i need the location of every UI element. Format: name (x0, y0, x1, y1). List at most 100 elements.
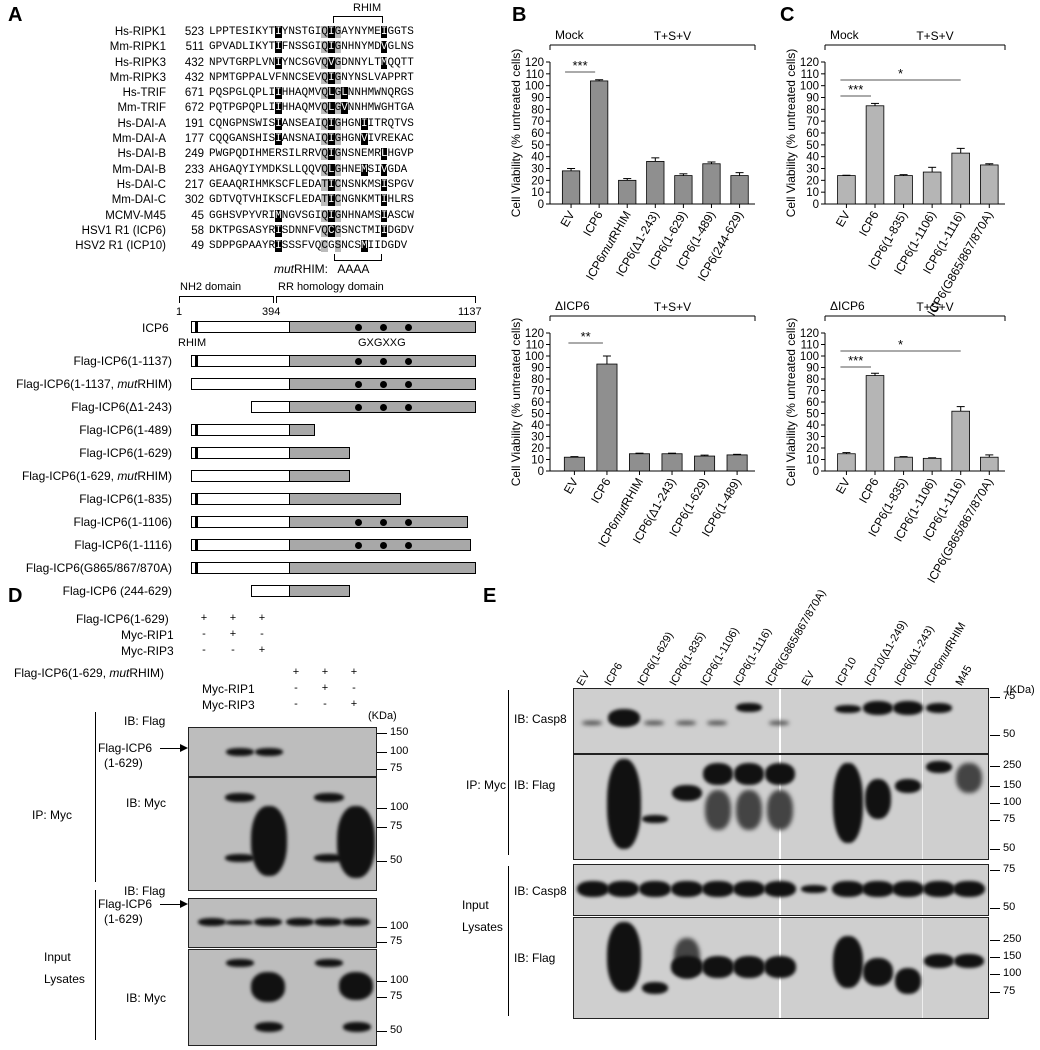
blot-ip-flag (573, 754, 989, 860)
alignment-start: 432 (184, 56, 204, 69)
construct-label: Flag-ICP6(1-1106) (73, 515, 172, 529)
y-tick-label: 110 (801, 340, 819, 352)
construct-bar-nh2 (191, 562, 291, 574)
band (765, 763, 795, 785)
panel-label-c: C (780, 4, 795, 26)
ib-myc-label: IB: Myc (126, 796, 167, 810)
band (833, 936, 863, 988)
alignment-start: 432 (184, 71, 204, 84)
bar (865, 375, 885, 472)
band (956, 763, 982, 793)
row-label: Flag-ICP6(1-629, mutRHIM) (14, 666, 165, 680)
lane-label: EV (799, 669, 818, 688)
construct-bar-rr (288, 562, 476, 574)
alignment-name: Hs-RIPK3 (114, 56, 166, 69)
scale-start: 1 (176, 306, 183, 318)
mw-label: 75 (390, 820, 403, 832)
panel-label-d: D (8, 585, 23, 607)
band (343, 1022, 371, 1032)
band (251, 972, 285, 1002)
ib-casp8-label: IB: Casp8 (514, 884, 567, 898)
bar (894, 456, 913, 472)
lane-label: ICP6(G865/867/870A) (763, 587, 829, 688)
input-bracket (95, 890, 96, 1040)
rhim-mark (195, 493, 198, 505)
rr-bracket (276, 296, 476, 303)
lane-label: ICP10 (833, 655, 860, 688)
rhim-mark (195, 355, 198, 367)
band (707, 721, 727, 725)
gxgxxg-dot (355, 541, 362, 549)
sign-mark: + (258, 612, 266, 624)
y-tick-label: 0 (813, 466, 819, 478)
lane-label: ICP6 (602, 660, 626, 688)
alignment-name: Hs-TRIF (122, 87, 166, 100)
band (767, 790, 793, 830)
lane-label: M45 (953, 663, 975, 688)
significance-stars: *** (848, 353, 863, 368)
mw-label: 75 (390, 762, 403, 774)
mw-label: 150 (390, 726, 409, 738)
rr-domain-label: RR homology domain (278, 281, 384, 293)
mw-label: 75 (1003, 813, 1016, 825)
y-tick-label: 110 (526, 69, 544, 81)
row-label: Flag-ICP6(1-629) (76, 612, 169, 626)
construct-bar-rr (288, 447, 350, 459)
construct-label: Flag-ICP6 (244-629) (62, 584, 172, 598)
y-tick-label: 20 (806, 175, 819, 187)
band (342, 918, 370, 926)
sign-mark: + (292, 666, 300, 678)
mw-label: 75 (1003, 985, 1016, 997)
bar (674, 175, 693, 205)
construct-label: Flag-ICP6(1-489) (79, 423, 172, 437)
mw-label: 50 (1003, 901, 1016, 913)
construct-bar-nh2 (191, 493, 291, 505)
rhim-mark (195, 321, 198, 333)
band (895, 968, 921, 994)
mw-tick (990, 803, 1000, 804)
blot-divider (922, 689, 923, 753)
y-tick-label: 110 (801, 69, 819, 81)
band (954, 954, 984, 968)
band (226, 959, 254, 967)
y-tick-label: 120 (800, 57, 819, 69)
rhim-mark (195, 447, 198, 459)
alignment-start: 191 (184, 117, 204, 130)
alignment-start: 217 (184, 178, 204, 191)
arrow-shaft (160, 748, 182, 749)
construct-bar-nh2 (191, 516, 291, 528)
band (672, 785, 702, 801)
lysates-label: Lysates (462, 920, 503, 934)
gxgxxg-dot (405, 323, 412, 331)
mw-tick (377, 733, 387, 734)
band (926, 703, 952, 713)
gxgxxg-dot (405, 518, 412, 526)
y-tick-label: 100 (525, 81, 544, 93)
x-tick-label: ICP6 (856, 475, 882, 505)
band (577, 881, 609, 897)
panel-label-a: A (8, 4, 23, 26)
alignment-start: 45 (191, 209, 204, 222)
mw-label: 100 (390, 974, 409, 986)
y-tick-label: 40 (806, 152, 819, 164)
construct-bar-rr (288, 585, 350, 597)
y-tick-label: 10 (531, 455, 544, 467)
y-tick-label: 60 (531, 128, 544, 140)
y-tick-label: 0 (813, 199, 819, 211)
mw-tick (377, 808, 387, 809)
alignment-sequence: AHGAQYIYMDKSLLQQVQLGHNEMSIVGDA (209, 163, 408, 176)
band (895, 779, 921, 793)
alignment-start: 302 (184, 194, 204, 207)
bar (646, 160, 665, 205)
y-tick-label: 50 (806, 409, 819, 421)
mw-tick (990, 992, 1000, 993)
bar (628, 453, 650, 472)
construct-bar-rr (288, 516, 469, 528)
alignment-name: Mm-DAI-B (112, 163, 166, 176)
mw-label: 150 (1003, 779, 1022, 791)
y-tick-label: 0 (538, 466, 544, 478)
band (286, 918, 314, 926)
